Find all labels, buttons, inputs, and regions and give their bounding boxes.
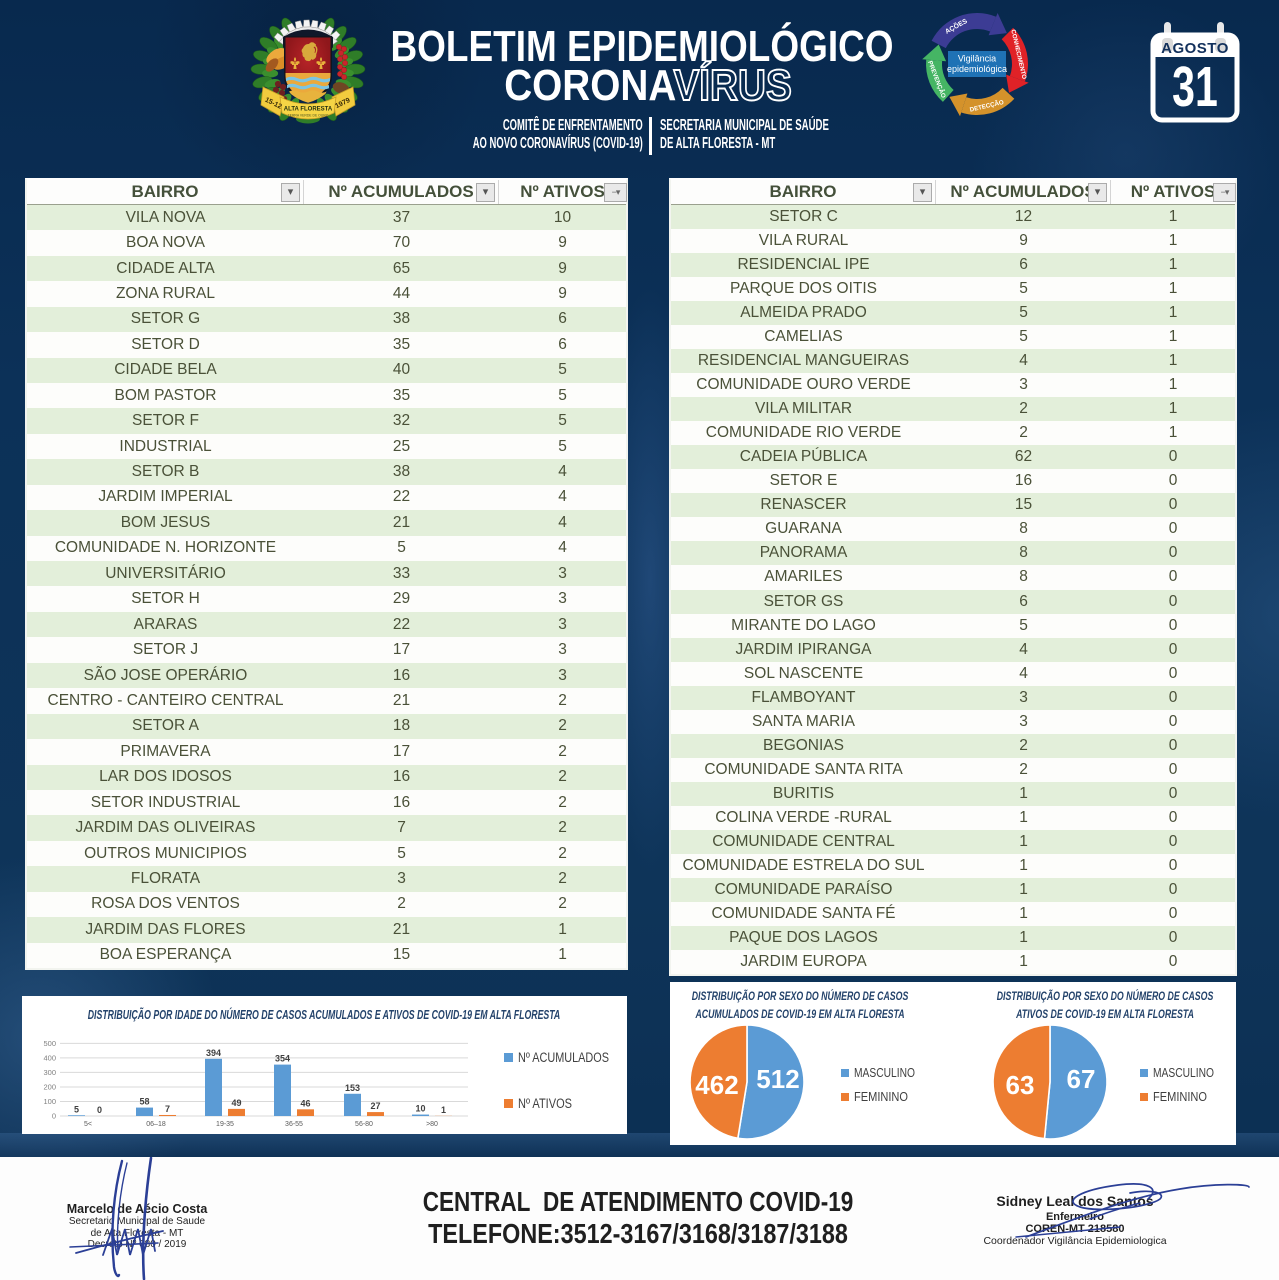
- svg-text:63: 63: [1006, 1070, 1035, 1100]
- svg-text:100: 100: [43, 1097, 56, 1106]
- svg-text:354: 354: [275, 1054, 290, 1064]
- svg-text:0: 0: [52, 1112, 56, 1121]
- svg-text:epidemiológica: epidemiológica: [947, 64, 1007, 74]
- svg-text:TERRA VERDE DE OURO: TERRA VERDE DE OURO: [288, 114, 329, 118]
- svg-text:512: 512: [756, 1064, 799, 1094]
- svg-text:19-35: 19-35: [216, 1121, 234, 1128]
- svg-text:56-80: 56-80: [355, 1121, 373, 1128]
- svg-text:MASCULINO: MASCULINO: [1153, 1066, 1214, 1080]
- svg-text:46: 46: [300, 1098, 310, 1108]
- svg-text:300: 300: [43, 1068, 56, 1077]
- svg-text:0: 0: [97, 1105, 102, 1115]
- svg-text:Nº ACUMULADOS: Nº ACUMULADOS: [518, 1050, 609, 1065]
- svg-text:49: 49: [231, 1098, 241, 1108]
- svg-text:67: 67: [1067, 1064, 1096, 1094]
- svg-text:31: 31: [1172, 54, 1218, 118]
- svg-text:Nº ATIVOS: Nº ATIVOS: [518, 1096, 572, 1111]
- svg-text:400: 400: [43, 1053, 56, 1062]
- svg-text:27: 27: [370, 1101, 380, 1111]
- svg-text:5<: 5<: [84, 1121, 92, 1128]
- svg-text:ALTA FLORESTA: ALTA FLORESTA: [284, 107, 333, 113]
- svg-text:FEMININO: FEMININO: [854, 1090, 908, 1104]
- svg-text:153: 153: [345, 1083, 360, 1093]
- svg-text:7: 7: [165, 1104, 170, 1114]
- svg-text:394: 394: [206, 1048, 221, 1058]
- svg-text:FEMININO: FEMININO: [1153, 1090, 1207, 1104]
- svg-text:MASCULINO: MASCULINO: [854, 1066, 915, 1080]
- svg-text:200: 200: [43, 1083, 56, 1092]
- svg-text:>80: >80: [426, 1121, 438, 1128]
- svg-text:500: 500: [43, 1039, 56, 1048]
- svg-text:10: 10: [415, 1104, 425, 1114]
- svg-text:58: 58: [139, 1097, 149, 1107]
- svg-text:1: 1: [441, 1105, 446, 1115]
- svg-text:06–18: 06–18: [146, 1121, 166, 1128]
- svg-text:462: 462: [695, 1070, 738, 1100]
- svg-text:36-55: 36-55: [285, 1121, 303, 1128]
- svg-text:Vigilância: Vigilância: [958, 54, 996, 64]
- svg-text:AGOSTO: AGOSTO: [1161, 40, 1229, 57]
- svg-text:5: 5: [74, 1104, 79, 1114]
